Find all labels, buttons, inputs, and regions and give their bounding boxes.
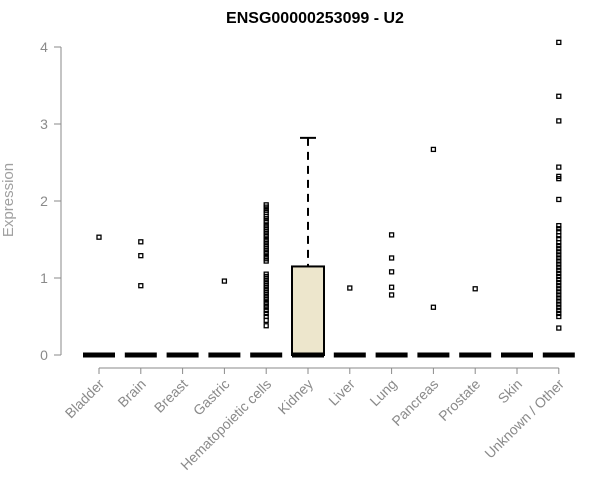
outlier-point bbox=[430, 146, 437, 153]
outlier-point bbox=[556, 298, 562, 304]
outlier-point bbox=[556, 222, 562, 229]
outlier-point bbox=[556, 176, 562, 182]
outlier-point bbox=[263, 304, 269, 310]
outlier-point bbox=[472, 286, 478, 292]
outlier-point bbox=[263, 317, 269, 324]
outlier-point bbox=[388, 269, 395, 275]
outlier-point bbox=[556, 307, 562, 313]
outlier-point bbox=[263, 216, 269, 222]
x-tick-label: Unknown / Other bbox=[481, 376, 567, 462]
outlier-point bbox=[556, 243, 562, 249]
y-tick-label: 4 bbox=[40, 39, 48, 55]
outlier-point bbox=[556, 261, 562, 267]
outlier-point bbox=[263, 310, 269, 317]
outlier-point bbox=[556, 292, 562, 298]
outlier-point bbox=[138, 239, 144, 245]
outliers bbox=[96, 39, 562, 331]
outlier-point bbox=[263, 258, 269, 264]
outlier-point bbox=[263, 250, 269, 257]
outlier-point bbox=[556, 279, 562, 286]
outlier-point bbox=[263, 219, 269, 225]
boxes bbox=[83, 136, 575, 358]
outlier-point bbox=[556, 258, 562, 264]
outlier-point bbox=[556, 295, 562, 301]
outlier-point bbox=[556, 304, 562, 310]
x-tick-label: Lung bbox=[366, 376, 399, 409]
outlier-point bbox=[388, 284, 395, 290]
y-axis-label: Expression bbox=[0, 163, 17, 237]
outlier-point bbox=[556, 118, 562, 124]
y-tick-label: 0 bbox=[40, 347, 48, 363]
outlier-point bbox=[556, 252, 562, 258]
chart-title: ENSG00000253099 - U2 bbox=[226, 10, 404, 27]
outlier-point bbox=[556, 310, 562, 317]
y-tick-label: 1 bbox=[40, 270, 48, 286]
outlier-point bbox=[138, 253, 144, 259]
x-tick-label: Prostate bbox=[435, 376, 483, 424]
outlier-point bbox=[347, 285, 353, 291]
outlier-point bbox=[138, 283, 144, 289]
outlier-point bbox=[556, 276, 562, 283]
outlier-point bbox=[556, 286, 562, 292]
outlier-point bbox=[388, 232, 395, 238]
outlier-point bbox=[556, 267, 562, 273]
outlier-point bbox=[556, 255, 562, 261]
outlier-point bbox=[263, 296, 269, 303]
outlier-point bbox=[556, 283, 562, 289]
x-tick-label: Breast bbox=[151, 376, 191, 416]
outlier-point bbox=[388, 292, 395, 298]
outlier-point bbox=[556, 246, 562, 252]
outlier-point bbox=[221, 278, 228, 284]
outlier-point bbox=[556, 196, 562, 203]
y-tick-label: 2 bbox=[40, 193, 48, 209]
outlier-point bbox=[556, 226, 562, 232]
outlier-point bbox=[556, 232, 562, 239]
outlier-point bbox=[556, 270, 562, 277]
outlier-point bbox=[556, 249, 562, 255]
outlier-point bbox=[263, 323, 269, 329]
outlier-point bbox=[263, 307, 269, 313]
y-axis: 0 1 2 3 4 bbox=[40, 39, 62, 363]
outlier-point bbox=[556, 93, 562, 99]
outlier-point bbox=[556, 313, 562, 320]
outlier-point bbox=[556, 273, 562, 280]
outlier-point bbox=[556, 264, 562, 270]
x-tick-label: Kidney bbox=[275, 376, 317, 418]
outlier-point bbox=[96, 234, 102, 240]
y-tick-label: 3 bbox=[40, 116, 48, 132]
outlier-point bbox=[430, 304, 437, 310]
outlier-point bbox=[388, 255, 395, 261]
outlier-point bbox=[556, 289, 562, 295]
outlier-point bbox=[263, 204, 269, 210]
outlier-point bbox=[556, 301, 562, 307]
box-rect bbox=[291, 265, 325, 357]
x-tick-label: Bladder bbox=[62, 376, 108, 422]
outlier-point bbox=[556, 39, 562, 46]
box-kidney bbox=[291, 136, 325, 358]
outlier-point bbox=[263, 233, 269, 240]
outlier-point bbox=[556, 164, 562, 170]
x-tick-label: Brain bbox=[114, 376, 148, 410]
x-tick-label: Skin bbox=[495, 376, 526, 407]
outlier-point bbox=[556, 325, 562, 331]
x-tick-label: Liver bbox=[325, 376, 358, 409]
outlier-point bbox=[556, 239, 562, 246]
